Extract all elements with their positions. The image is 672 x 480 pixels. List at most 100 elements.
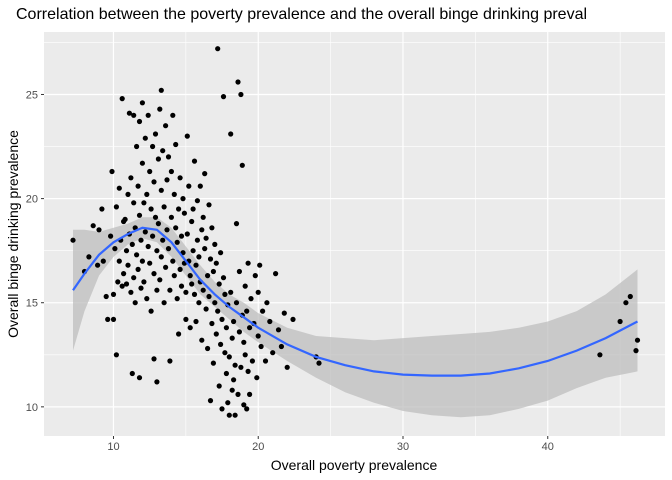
data-point xyxy=(158,87,164,93)
axes: 10 20 30 40 10 15 20 25 xyxy=(26,89,554,453)
data-point xyxy=(215,46,221,52)
data-point xyxy=(212,241,218,247)
confidence-band xyxy=(73,217,638,418)
data-point xyxy=(244,308,250,314)
data-point xyxy=(236,329,242,335)
data-point xyxy=(138,285,144,291)
data-point xyxy=(245,368,251,374)
data-point xyxy=(316,360,322,366)
data-point xyxy=(171,191,177,197)
data-point xyxy=(210,360,216,366)
data-point xyxy=(152,131,159,137)
data-point xyxy=(158,254,164,260)
data-point xyxy=(108,233,114,239)
data-point xyxy=(200,214,206,220)
data-point xyxy=(178,233,185,239)
data-point xyxy=(222,291,228,297)
data-point xyxy=(245,260,251,266)
data-point xyxy=(144,296,150,302)
data-point xyxy=(164,227,170,233)
data-point xyxy=(200,287,206,293)
data-point xyxy=(125,191,131,197)
data-point xyxy=(136,375,143,381)
data-point xyxy=(152,214,159,220)
data-point xyxy=(150,143,156,150)
data-point xyxy=(202,246,208,252)
data-point xyxy=(205,273,211,279)
data-point xyxy=(187,273,193,279)
data-point xyxy=(225,400,231,406)
data-point xyxy=(236,268,242,275)
data-point xyxy=(196,300,202,306)
data-point xyxy=(232,412,238,418)
data-point xyxy=(190,206,196,212)
data-point xyxy=(155,156,161,162)
data-point xyxy=(116,185,122,191)
data-point xyxy=(213,331,219,337)
data-point xyxy=(597,352,603,358)
data-point xyxy=(249,358,255,364)
data-point xyxy=(218,250,224,256)
data-point xyxy=(168,168,174,175)
data-point xyxy=(103,293,109,300)
data-point xyxy=(70,237,76,243)
data-point xyxy=(633,348,639,354)
data-point xyxy=(173,141,179,148)
data-point xyxy=(215,308,221,314)
data-point xyxy=(157,277,163,283)
data-point xyxy=(219,316,225,322)
data-point xyxy=(222,350,228,356)
data-point xyxy=(252,273,258,279)
data-point xyxy=(109,168,115,175)
data-point xyxy=(258,343,264,350)
data-point xyxy=(184,133,190,139)
data-point xyxy=(119,96,125,102)
data-point xyxy=(168,214,174,220)
data-point xyxy=(196,254,202,260)
data-point xyxy=(99,206,105,212)
data-point xyxy=(210,268,216,275)
data-point xyxy=(119,283,125,289)
data-point xyxy=(244,406,250,412)
data-point xyxy=(257,262,263,268)
data-point xyxy=(141,200,147,206)
data-point xyxy=(176,331,182,337)
data-point xyxy=(223,370,229,377)
data-point xyxy=(241,402,247,408)
data-point xyxy=(239,162,245,168)
data-point xyxy=(115,279,121,285)
data-point xyxy=(116,258,122,264)
data-point xyxy=(142,135,148,141)
data-point xyxy=(275,327,282,333)
data-point xyxy=(189,218,195,225)
data-point xyxy=(233,221,240,227)
data-point xyxy=(220,94,227,100)
data-point xyxy=(206,202,212,208)
data-point xyxy=(262,358,269,364)
y-tick-label: 20 xyxy=(26,194,38,206)
data-point xyxy=(110,291,117,297)
data-point xyxy=(158,187,164,193)
data-point xyxy=(145,112,151,118)
data-point xyxy=(255,333,261,339)
data-point xyxy=(281,310,287,316)
data-point xyxy=(131,200,137,206)
data-point xyxy=(136,118,143,125)
data-point xyxy=(242,283,248,289)
data-point xyxy=(110,316,117,322)
data-point xyxy=(177,266,183,272)
data-point xyxy=(209,225,215,231)
data-point xyxy=(197,183,203,189)
data-point xyxy=(163,264,169,270)
smooth-trend-line xyxy=(72,226,639,377)
data-point xyxy=(86,254,92,260)
data-point xyxy=(186,183,192,189)
data-point xyxy=(203,235,209,241)
data-point xyxy=(145,243,151,250)
data-point xyxy=(191,291,198,297)
data-point xyxy=(154,379,160,385)
data-point xyxy=(207,398,214,404)
data-point xyxy=(191,158,198,164)
data-point xyxy=(193,262,199,268)
data-point xyxy=(113,204,119,210)
